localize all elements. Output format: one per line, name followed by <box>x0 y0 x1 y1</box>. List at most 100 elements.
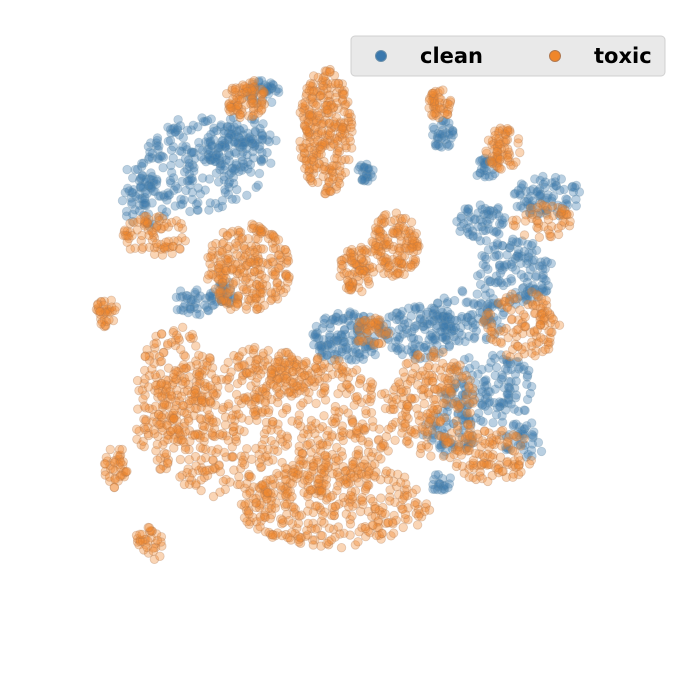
point-clean <box>232 126 242 137</box>
point-clean <box>213 177 224 187</box>
point-clean <box>374 321 384 331</box>
point-clean <box>258 94 268 105</box>
point-clean <box>510 287 521 298</box>
point-clean <box>528 238 538 249</box>
point-clean <box>222 122 233 132</box>
point-clean <box>140 192 150 203</box>
point-toxic <box>316 468 327 479</box>
point-clean <box>217 136 227 147</box>
point-toxic <box>175 244 185 254</box>
point-toxic <box>277 530 287 541</box>
point-toxic <box>398 222 409 233</box>
point-clean <box>223 128 234 139</box>
point-clean <box>193 122 203 132</box>
point-toxic <box>362 482 372 492</box>
point-toxic <box>240 499 251 509</box>
point-clean <box>424 319 435 329</box>
point-clean <box>140 186 151 197</box>
point-clean <box>176 305 186 315</box>
point-clean <box>168 124 178 134</box>
point-toxic <box>373 217 383 227</box>
point-clean <box>329 335 340 345</box>
point-clean <box>139 195 150 205</box>
point-clean <box>255 83 265 94</box>
point-clean <box>139 210 149 220</box>
point-clean <box>442 298 452 309</box>
point-toxic <box>184 455 194 465</box>
point-clean <box>506 240 516 251</box>
point-clean <box>252 98 263 108</box>
point-toxic <box>205 381 216 391</box>
point-clean <box>524 282 535 293</box>
point-toxic <box>468 431 478 441</box>
point-clean <box>234 125 245 135</box>
point-clean <box>343 316 354 326</box>
point-clean <box>414 301 425 312</box>
point-clean <box>228 178 239 189</box>
point-clean <box>175 146 185 156</box>
point-clean <box>223 189 234 200</box>
point-toxic <box>331 360 342 370</box>
point-clean <box>143 154 154 164</box>
point-clean <box>391 314 402 325</box>
point-clean <box>502 389 512 400</box>
point-clean <box>332 350 342 360</box>
point-toxic <box>352 391 362 402</box>
point-clean <box>357 317 368 327</box>
point-clean <box>483 275 494 285</box>
point-toxic <box>336 543 347 553</box>
point-clean <box>485 301 495 311</box>
point-clean <box>224 182 234 193</box>
point-clean <box>481 290 491 300</box>
point-toxic <box>434 103 445 113</box>
point-clean <box>205 154 215 165</box>
point-toxic <box>387 517 398 527</box>
point-toxic <box>332 98 342 108</box>
point-clean <box>143 180 154 191</box>
point-clean <box>265 81 276 92</box>
point-toxic <box>480 438 490 449</box>
point-clean <box>273 84 283 94</box>
point-toxic <box>381 330 391 340</box>
point-clean <box>458 287 468 297</box>
point-clean <box>229 291 239 302</box>
point-clean <box>439 323 449 333</box>
point-clean <box>257 135 268 145</box>
point-clean <box>242 190 252 201</box>
point-clean <box>214 150 224 161</box>
point-clean <box>574 187 585 197</box>
point-clean <box>446 328 456 338</box>
point-clean <box>546 258 557 269</box>
point-clean <box>409 344 419 354</box>
point-clean <box>352 325 363 335</box>
point-clean <box>256 75 267 86</box>
point-toxic <box>436 415 446 425</box>
point-toxic <box>325 186 335 197</box>
point-toxic <box>248 407 259 417</box>
point-clean <box>373 323 384 333</box>
point-toxic <box>344 154 354 165</box>
point-clean <box>152 133 163 143</box>
point-clean <box>526 297 537 307</box>
point-toxic <box>196 395 207 405</box>
point-clean <box>172 123 183 133</box>
point-clean <box>246 114 257 124</box>
point-clean <box>139 198 150 209</box>
point-toxic <box>337 372 348 382</box>
point-clean <box>537 285 547 295</box>
point-clean <box>136 181 146 191</box>
point-clean <box>197 145 208 156</box>
point-clean <box>447 322 458 333</box>
point-clean <box>440 312 451 322</box>
point-clean <box>331 312 341 323</box>
point-clean <box>368 343 379 353</box>
point-clean <box>325 339 335 349</box>
point-clean <box>219 165 229 175</box>
point-clean <box>143 141 154 152</box>
point-toxic <box>445 367 455 378</box>
point-clean <box>232 138 242 148</box>
point-clean <box>495 260 505 270</box>
point-clean <box>262 135 273 145</box>
point-clean <box>440 331 451 342</box>
